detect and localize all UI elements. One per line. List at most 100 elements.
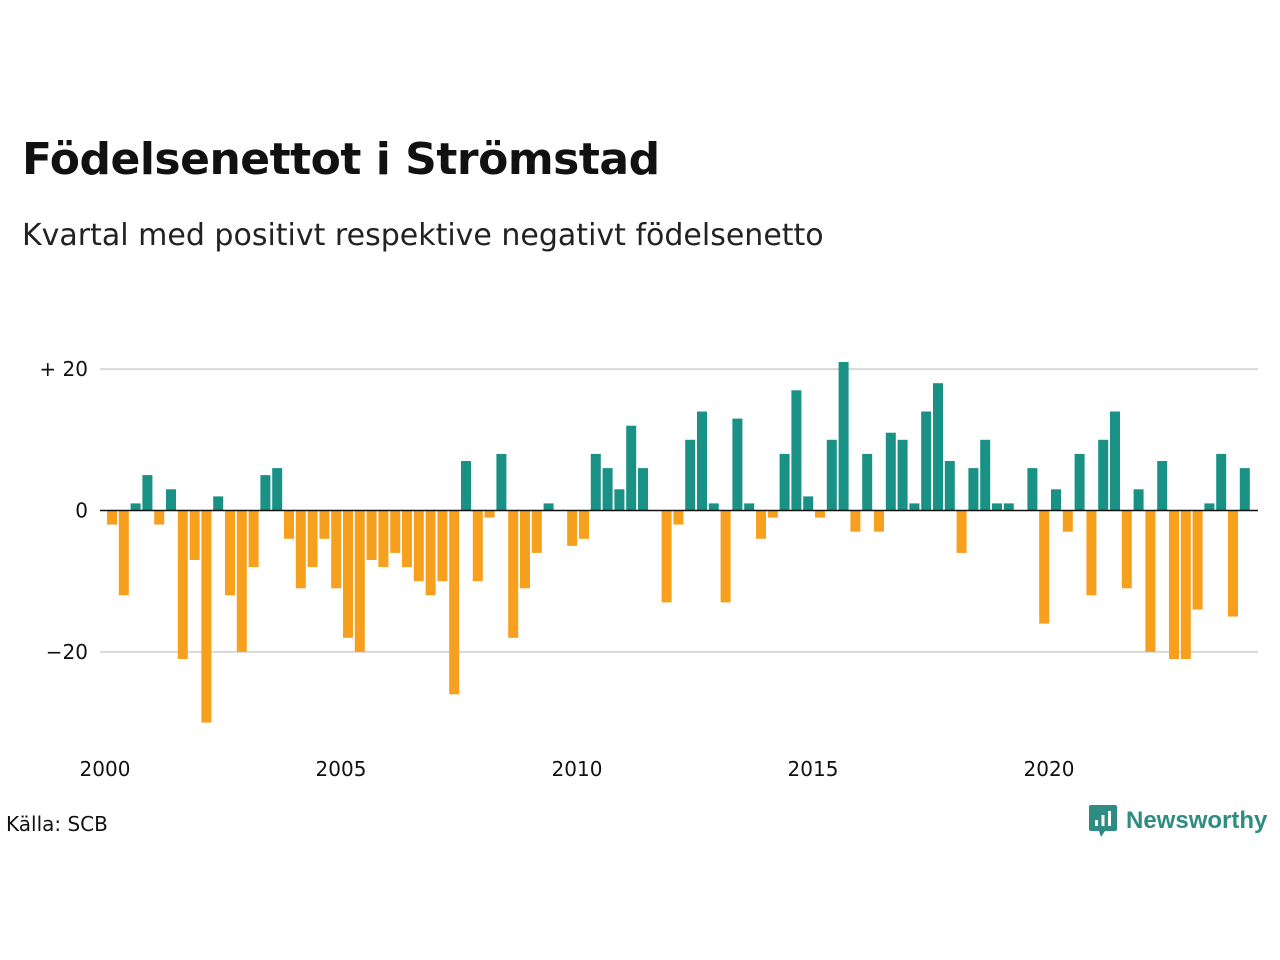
bar xyxy=(897,439,908,511)
bar xyxy=(1216,453,1227,511)
bar xyxy=(921,411,932,511)
bar xyxy=(154,510,165,525)
bar xyxy=(496,453,507,511)
bar xyxy=(1157,461,1168,511)
bar xyxy=(980,439,991,511)
chart-subtitle: Kvartal med positivt respektive negativt… xyxy=(22,218,824,253)
bar xyxy=(1121,510,1132,589)
bar xyxy=(402,510,412,568)
bar xyxy=(1062,510,1073,532)
bar xyxy=(791,390,802,511)
bar xyxy=(130,503,141,511)
bar xyxy=(201,510,212,723)
bar xyxy=(579,510,589,539)
bar xyxy=(1074,453,1085,511)
bar xyxy=(343,510,353,638)
bar xyxy=(1204,503,1215,511)
bar xyxy=(166,489,176,511)
bar xyxy=(956,510,967,553)
bar xyxy=(531,510,542,553)
bar xyxy=(272,468,283,511)
bar xyxy=(449,510,460,695)
bar xyxy=(284,510,294,539)
bar xyxy=(1239,468,1250,511)
bar xyxy=(567,510,578,546)
x-tick-label: 2010 xyxy=(552,757,603,781)
bar xyxy=(602,468,613,511)
bar xyxy=(118,510,129,596)
bar xyxy=(1228,510,1238,617)
bar xyxy=(803,496,814,511)
bar xyxy=(1086,510,1097,596)
bar xyxy=(307,510,318,568)
bar xyxy=(1098,439,1109,511)
bar xyxy=(1180,510,1191,659)
y-tick-label: + 20 xyxy=(39,357,88,381)
newsworthy-logo-icon xyxy=(1089,805,1117,837)
bar xyxy=(673,510,684,525)
bar xyxy=(638,468,648,511)
bar xyxy=(1145,510,1156,652)
bar xyxy=(213,496,224,511)
bar xyxy=(107,510,117,525)
bar xyxy=(413,510,424,582)
source-note: Källa: SCB xyxy=(6,812,108,836)
bar xyxy=(484,510,495,518)
bar xyxy=(826,439,837,511)
bar xyxy=(260,475,271,511)
grid-layer xyxy=(100,368,1258,653)
bar xyxy=(874,510,884,532)
bars-layer xyxy=(107,362,1250,723)
bar xyxy=(331,510,342,589)
y-tick-label: −20 xyxy=(46,640,88,664)
bar xyxy=(177,510,188,659)
bar xyxy=(319,510,330,539)
bar xyxy=(626,425,637,511)
bar xyxy=(685,439,696,511)
y-tick-label: 0 xyxy=(75,499,88,523)
bar xyxy=(720,510,731,603)
bar xyxy=(909,503,920,511)
bar xyxy=(472,510,483,582)
bar xyxy=(1133,489,1144,511)
bar xyxy=(508,510,519,638)
bar xyxy=(1110,411,1120,511)
bar xyxy=(850,510,861,532)
bar xyxy=(1003,503,1014,511)
bar xyxy=(968,468,979,511)
bar xyxy=(767,510,778,518)
bar xyxy=(543,503,554,511)
bar xyxy=(225,510,235,596)
bar xyxy=(189,510,200,560)
axis-layer: + 20 0 −20 2000 2005 2010 2015 2020 xyxy=(39,357,1258,781)
bar xyxy=(992,503,1002,511)
bar xyxy=(1192,510,1203,610)
bar xyxy=(732,418,743,511)
bar xyxy=(885,432,896,511)
bar xyxy=(744,503,755,511)
bar xyxy=(756,510,766,539)
bar xyxy=(1027,468,1038,511)
bar xyxy=(614,489,625,511)
bar xyxy=(236,510,247,652)
bar xyxy=(815,510,825,518)
bar xyxy=(390,510,401,553)
bar xyxy=(142,475,153,511)
brand-name: Newsworthy xyxy=(1126,807,1268,834)
bar xyxy=(1039,510,1050,624)
x-tick-label: 2005 xyxy=(316,757,367,781)
chart-title: Födelsenettot i Strömstad xyxy=(22,134,660,185)
x-tick-label: 2000 xyxy=(80,757,131,781)
bar xyxy=(354,510,365,652)
bar xyxy=(708,503,719,511)
bar xyxy=(661,510,672,603)
bar xyxy=(1051,489,1061,511)
newsworthy-brand[interactable]: Newsworthy xyxy=(1088,803,1267,839)
bar xyxy=(590,453,601,511)
bar xyxy=(697,411,707,511)
bar xyxy=(295,510,306,589)
bar xyxy=(425,510,436,596)
bar xyxy=(461,461,471,511)
bar xyxy=(944,461,955,511)
